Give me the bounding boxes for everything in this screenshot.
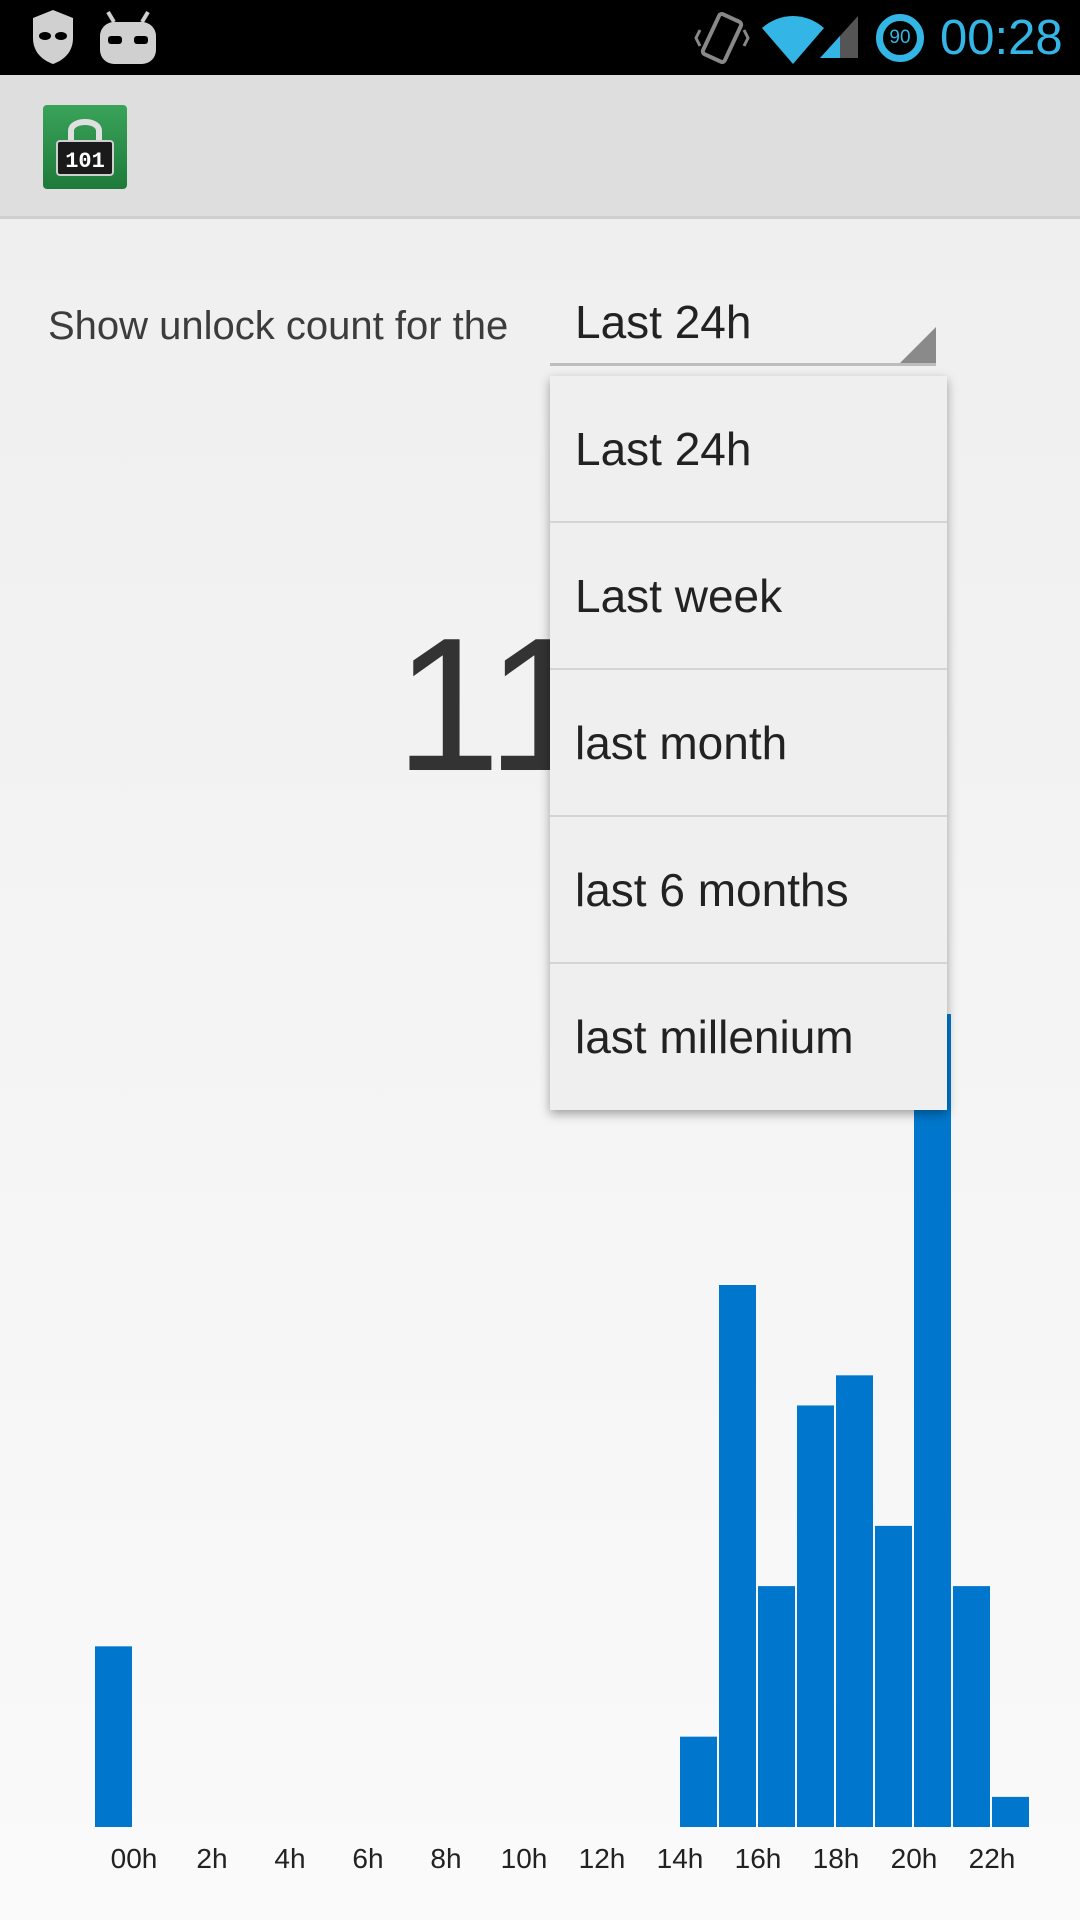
chart-bar-15 bbox=[680, 1736, 717, 1827]
x-tick-label: 10h bbox=[501, 1843, 548, 1874]
status-clock: 00:28 bbox=[940, 11, 1063, 65]
chart-bar-22 bbox=[953, 1586, 990, 1827]
action-bar: 101 bbox=[0, 75, 1080, 219]
x-tick-label: 16h bbox=[735, 1843, 782, 1874]
chart-bar-20 bbox=[875, 1525, 912, 1827]
status-bar: 90 00:28 bbox=[0, 0, 1080, 75]
dropdown-option-last-24h[interactable]: Last 24h bbox=[550, 376, 947, 523]
cm-shield-icon bbox=[33, 10, 73, 64]
spinner-arrow-icon bbox=[900, 327, 936, 363]
period-prompt-label: Show unlock count for the bbox=[48, 304, 509, 348]
padlock-icon: 101 bbox=[56, 119, 114, 176]
dropdown-option-last-week[interactable]: Last week bbox=[550, 523, 947, 670]
x-tick-label: 22h bbox=[969, 1843, 1016, 1874]
cm-android-icon bbox=[100, 10, 156, 64]
chart-bar-18 bbox=[797, 1405, 834, 1827]
vibrate-icon bbox=[694, 11, 750, 65]
x-tick-label: 14h bbox=[657, 1843, 704, 1874]
wifi-icon bbox=[762, 16, 824, 64]
x-tick-label: 18h bbox=[813, 1843, 860, 1874]
chart-bar-0 bbox=[95, 1646, 132, 1827]
x-tick-label: 6h bbox=[352, 1843, 383, 1874]
spinner-selected-value: Last 24h bbox=[575, 296, 752, 348]
chart-bar-23 bbox=[992, 1796, 1029, 1827]
signal-icon bbox=[820, 16, 858, 58]
chart-bar-17 bbox=[758, 1586, 795, 1827]
dropdown-option-last-month[interactable]: last month bbox=[550, 670, 947, 817]
x-tick-label: 00h bbox=[111, 1843, 158, 1874]
dropdown-option-last-6-months[interactable]: last 6 months bbox=[550, 817, 947, 964]
battery-icon: 90 bbox=[876, 14, 924, 62]
period-spinner[interactable]: Last 24h bbox=[550, 290, 936, 366]
app-icon-digits: 101 bbox=[65, 149, 105, 174]
x-tick-label: 20h bbox=[891, 1843, 938, 1874]
chart-bar-21 bbox=[914, 1014, 951, 1827]
lock-counter-app-icon[interactable]: 101 bbox=[43, 105, 127, 189]
x-tick-label: 2h bbox=[196, 1843, 227, 1874]
chart-bar-16 bbox=[719, 1285, 756, 1827]
chart-bar-19 bbox=[836, 1375, 873, 1827]
x-tick-label: 12h bbox=[579, 1843, 626, 1874]
x-tick-label: 8h bbox=[430, 1843, 461, 1874]
dropdown-option-last-millenium[interactable]: last millenium bbox=[575, 1011, 854, 1063]
x-tick-label: 4h bbox=[274, 1843, 305, 1874]
period-dropdown-menu: Last 24h Last week last month last 6 mon… bbox=[550, 376, 947, 1110]
